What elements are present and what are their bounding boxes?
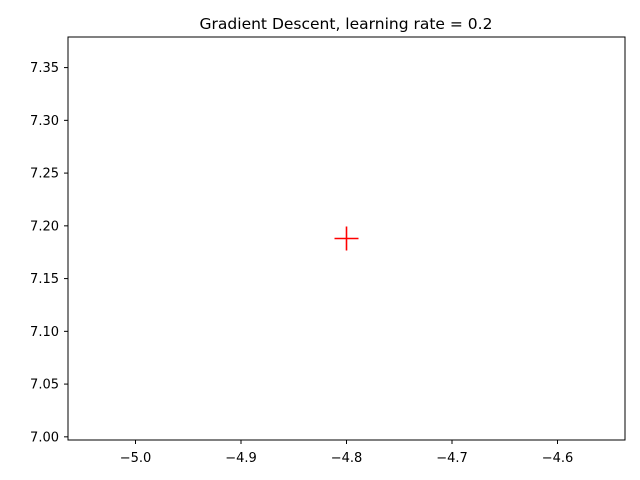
y-axis-ticks: 7.00 7.05 7.10 7.15 7.20 7.25 7.30 7.35	[30, 61, 68, 445]
y-tick-label: 7.20	[30, 219, 59, 234]
x-axis-ticks: −5.0 −4.9 −4.8 −4.7 −4.6	[120, 440, 574, 466]
y-tick-label: 7.00	[30, 430, 59, 445]
y-tick-label: 7.10	[30, 325, 59, 340]
y-tick-label: 7.25	[30, 167, 59, 182]
x-tick-label: −4.8	[331, 451, 363, 466]
x-tick-label: −5.0	[120, 451, 152, 466]
x-tick-label: −4.9	[225, 451, 257, 466]
y-tick-label: 7.35	[30, 61, 59, 76]
x-tick-label: −4.7	[436, 451, 468, 466]
y-tick-label: 7.05	[30, 378, 59, 393]
data-point-plus-marker	[334, 226, 359, 251]
y-tick-label: 7.15	[30, 272, 59, 287]
x-tick-label: −4.6	[542, 451, 574, 466]
chart-title: Gradient Descent, learning rate = 0.2	[200, 15, 493, 33]
data-points	[334, 226, 359, 251]
plot-area-frame	[67, 36, 626, 441]
y-tick-label: 7.30	[30, 114, 59, 129]
